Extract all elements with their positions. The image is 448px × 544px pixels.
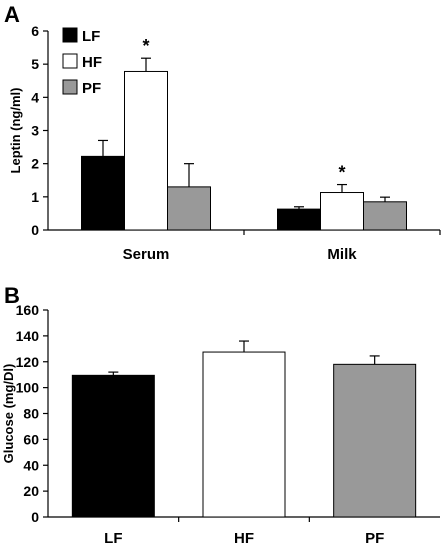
legend-label-lf: LF — [82, 28, 100, 45]
y-tick-label: 40 — [23, 457, 39, 473]
panel-a-chart: 0 1 2 3 4 5 6 Leptin (ng/ml) Serum Milk * * LF HF PF — [8, 23, 441, 263]
y-tick-label: 4 — [31, 89, 39, 105]
bar-pf — [333, 363, 417, 518]
significance-marker: * — [142, 36, 149, 56]
y-tick-label: 20 — [23, 483, 39, 499]
y-tick-label: 5 — [31, 56, 39, 72]
y-tick-label: 2 — [31, 156, 39, 172]
legend-swatch-lf — [62, 27, 78, 43]
panel-a-label: A — [4, 2, 20, 27]
y-axis-title: Glucose (mg/Dl) — [1, 364, 16, 464]
y-tick-label: 80 — [23, 406, 39, 422]
y-tick-label: 6 — [31, 23, 39, 39]
y-tick-label: 0 — [31, 222, 39, 238]
x-tick-label: HF — [234, 530, 254, 544]
bar-serum-lf — [81, 155, 125, 231]
legend-label-pf: PF — [82, 80, 101, 97]
y-tick-label: 160 — [16, 302, 40, 318]
y-tick-label: 1 — [31, 189, 39, 205]
x-tick-label: LF — [104, 530, 122, 544]
legend-swatch-pf — [62, 79, 78, 95]
significance-marker: * — [338, 163, 345, 183]
bar-milk-pf — [363, 201, 407, 231]
y-tick-label: 0 — [31, 509, 39, 525]
x-tick-label: Milk — [327, 246, 357, 263]
y-tick-label: 60 — [23, 431, 39, 447]
bar-milk-lf — [277, 208, 321, 231]
y-tick-label: 120 — [16, 354, 40, 370]
y-tick-label: 100 — [16, 380, 40, 396]
bar-serum-pf — [167, 186, 211, 231]
bar-lf — [71, 374, 155, 518]
bar-serum-hf — [124, 70, 168, 231]
legend-label-hf: HF — [82, 54, 102, 71]
x-tick-label: PF — [365, 530, 384, 544]
panel-b-label: B — [4, 283, 20, 308]
bar-hf — [202, 351, 286, 518]
x-tick-label: Serum — [123, 246, 170, 263]
y-tick-label: 140 — [16, 328, 40, 344]
y-tick-label: 3 — [31, 123, 39, 139]
bar-milk-hf — [320, 192, 364, 231]
y-axis-title: Leptin (ng/ml) — [8, 88, 23, 174]
panel-b-chart: 0 20 40 60 80 100 120 140 160 Glucose (mg/Dl) LF HF… — [1, 302, 440, 544]
legend-swatch-hf — [62, 53, 78, 69]
